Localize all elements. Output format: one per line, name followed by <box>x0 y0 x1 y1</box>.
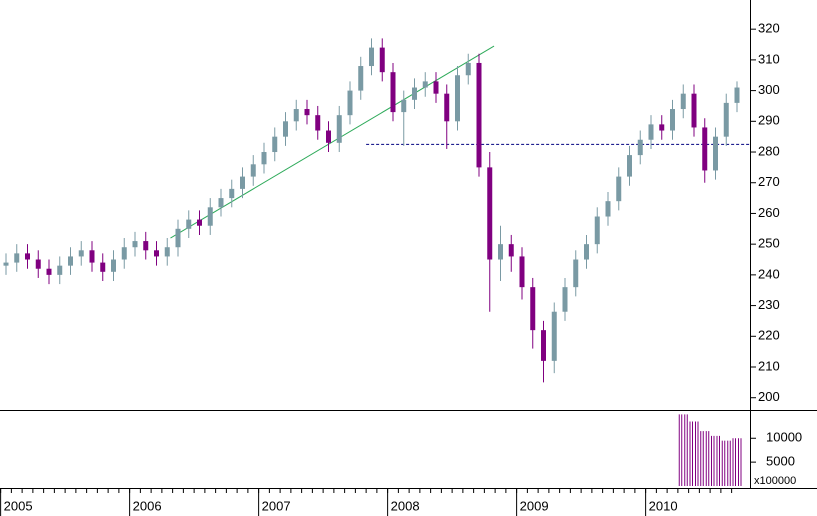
candle-body <box>659 124 665 131</box>
x-tick-label: 2006 <box>133 498 162 513</box>
y-tick-label: 250 <box>758 236 780 251</box>
candle-body <box>143 241 149 251</box>
candle-body <box>240 176 245 189</box>
candle-body <box>498 244 503 260</box>
candle-body <box>100 262 106 272</box>
y-tick-label: 10000 <box>766 430 802 445</box>
y-tick-label: 230 <box>758 297 780 312</box>
candle-body <box>229 188 235 199</box>
x-tick-label: 2005 <box>4 498 33 513</box>
y-tick-label: 310 <box>758 51 780 66</box>
candle-body <box>46 268 52 275</box>
candle-body <box>702 127 708 171</box>
candle-body <box>186 219 192 229</box>
candle-body <box>412 87 417 100</box>
candle-body <box>487 167 493 260</box>
y-tick-label: 320 <box>758 21 780 36</box>
candle-body <box>283 121 288 137</box>
candle-body <box>541 330 546 361</box>
candle-body <box>390 72 396 113</box>
candle-body <box>293 109 299 122</box>
candle-body <box>616 176 622 202</box>
candle-body <box>336 115 342 143</box>
candle-body <box>3 262 9 266</box>
candle-body <box>326 130 331 143</box>
candle-body <box>508 244 514 257</box>
y-tick-label: 5000 <box>766 454 795 469</box>
y-tick-label: 200 <box>758 389 780 404</box>
candle-body <box>680 93 686 110</box>
candle-body <box>121 247 127 260</box>
candle-body <box>476 62 482 168</box>
candle-body <box>197 219 202 226</box>
candle-body <box>734 87 740 103</box>
candle-body <box>530 287 536 331</box>
candle-body <box>272 136 278 153</box>
candle-body <box>401 99 407 113</box>
candle-body <box>304 109 310 116</box>
candle-body <box>25 253 30 260</box>
x-tick-label: 2009 <box>520 498 549 513</box>
x-tick-label: 2007 <box>262 498 291 513</box>
candle-body <box>78 250 84 257</box>
volume-unit-label: x100000 <box>754 475 796 487</box>
candle-body <box>455 75 460 122</box>
candle-body <box>551 311 557 361</box>
candle-body <box>14 253 20 263</box>
candle-body <box>379 47 385 73</box>
candle-body <box>57 265 63 275</box>
candle-body <box>358 66 364 91</box>
y-tick-label: 270 <box>758 174 780 189</box>
candle-body <box>670 109 675 131</box>
candle-body <box>218 198 224 208</box>
candle-body <box>605 201 611 217</box>
candle-body <box>637 139 643 156</box>
candle-body <box>519 256 525 288</box>
candle-body <box>369 47 374 67</box>
candle-body <box>250 164 256 177</box>
candle-body <box>465 62 471 76</box>
y-tick-label: 260 <box>758 205 780 220</box>
y-tick-label: 280 <box>758 143 780 158</box>
candle-body <box>584 244 589 260</box>
candle-body <box>723 102 729 137</box>
y-tick-label: 240 <box>758 266 780 281</box>
candle-body <box>261 152 267 165</box>
candle-body <box>132 241 138 248</box>
candle-body <box>691 93 697 128</box>
candle-body <box>594 216 600 245</box>
candle-body <box>68 256 73 266</box>
candle-body <box>154 250 159 257</box>
candle-body <box>89 250 95 263</box>
candle-body <box>648 124 654 140</box>
candle-body <box>444 93 450 122</box>
y-tick-label: 300 <box>758 82 780 97</box>
candle-body <box>164 247 170 257</box>
y-tick-label: 210 <box>758 358 780 373</box>
candle-body <box>315 115 321 131</box>
y-tick-label: 290 <box>758 113 780 128</box>
candle-body <box>627 155 632 177</box>
candle-body <box>175 228 181 248</box>
candle-body <box>35 259 41 269</box>
y-tick-label: 220 <box>758 328 780 343</box>
candle-body <box>207 207 213 226</box>
candle-body <box>573 259 579 288</box>
trendline <box>170 45 495 239</box>
candle-body <box>433 81 439 94</box>
candle-body <box>713 136 718 171</box>
candle-body <box>111 259 116 272</box>
candle-body <box>562 287 568 312</box>
candle-body <box>347 90 353 116</box>
x-tick-label: 2010 <box>649 498 678 513</box>
candle-body <box>422 81 428 88</box>
x-tick-label: 2008 <box>391 498 420 513</box>
